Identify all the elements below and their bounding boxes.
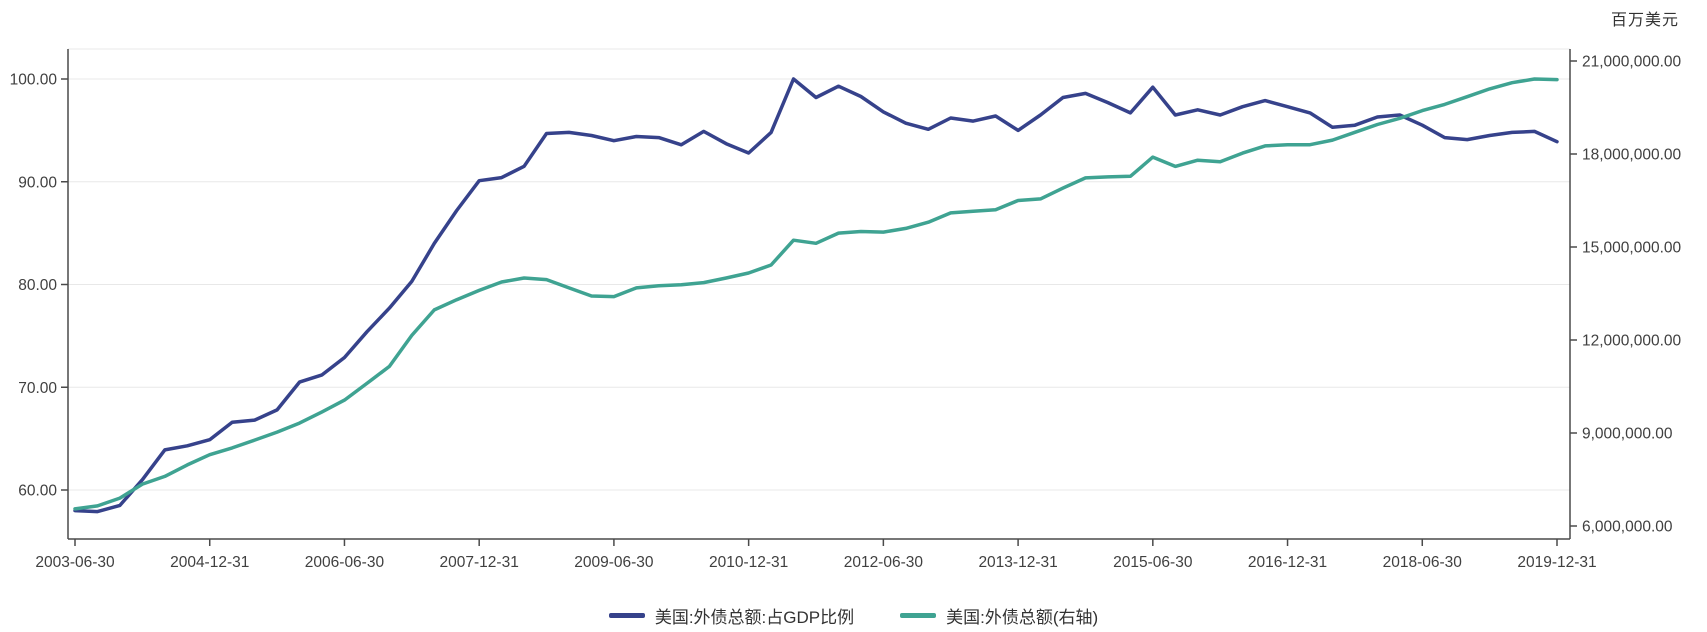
- x-axis-tick-label: 2013-12-31: [978, 554, 1057, 571]
- x-axis-tick-label: 2003-06-30: [35, 554, 115, 571]
- legend-item-total-debt: 美国:外债总额(右轴): [900, 603, 1098, 628]
- right-axis-tick-label: 21,000,000.00: [1582, 54, 1682, 71]
- x-axis-tick-label: 2018-06-30: [1383, 554, 1463, 571]
- right-axis-tick-label: 15,000,000.00: [1582, 240, 1682, 257]
- x-axis-tick-label: 2004-12-31: [170, 554, 249, 571]
- x-axis-tick-label: 2010-12-31: [709, 554, 788, 571]
- x-axis-tick-label: 2006-06-30: [305, 554, 385, 571]
- series-line-total-debt: [73, 77, 1559, 511]
- legend-swatch: [608, 613, 645, 618]
- left-axis-tick-label: 70.00: [18, 380, 57, 397]
- legend-item-gdp-ratio: 美国:外债总额:占GDP比例: [608, 603, 855, 628]
- right-axis-unit-label: 百万美元: [1610, 12, 1679, 29]
- legend-label-gdp-ratio: 美国:外债总额:占GDP比例: [654, 608, 855, 627]
- x-axis-tick-label: 2009-06-30: [574, 554, 654, 571]
- x-axis-tick-label: 2012-06-30: [844, 554, 924, 571]
- right-axis-tick-label: 6,000,000.00: [1582, 519, 1673, 536]
- left-axis-tick-label: 60.00: [18, 483, 57, 500]
- left-axis-tick-label: 80.00: [18, 277, 57, 294]
- legend-swatch: [900, 613, 937, 618]
- x-axis-tick-label: 2007-12-31: [440, 554, 519, 571]
- x-axis-tick-label: 2015-06-30: [1113, 554, 1193, 571]
- right-axis-tick-label: 18,000,000.00: [1582, 147, 1682, 164]
- right-axis-tick-label: 9,000,000.00: [1582, 426, 1673, 443]
- series-line-gdp-ratio: [73, 77, 1559, 514]
- legend-label-total-debt: 美国:外债总额(右轴): [946, 608, 1099, 627]
- x-axis-tick-label: 2019-12-31: [1517, 554, 1596, 571]
- x-axis-tick-label: 2016-12-31: [1248, 554, 1327, 571]
- legend: 美国:外债总额:占GDP比例 美国:外债总额(右轴): [0, 603, 1707, 628]
- right-axis-tick-label: 12,000,000.00: [1582, 333, 1682, 350]
- left-axis-tick-label: 100.00: [10, 72, 58, 89]
- left-axis-tick-label: 90.00: [18, 174, 57, 191]
